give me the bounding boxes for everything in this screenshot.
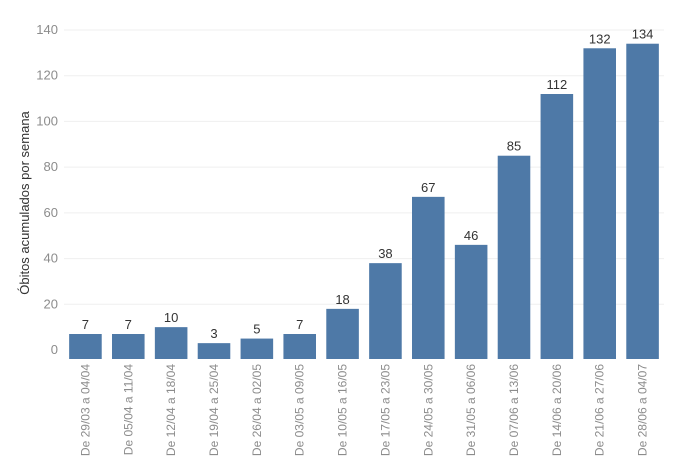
- x-tick-label: De 14/06 a 20/06: [550, 364, 564, 456]
- data-label: 85: [507, 139, 521, 154]
- bar: [154, 327, 188, 359]
- y-tick-label: 120: [36, 68, 58, 83]
- data-label: 10: [164, 310, 178, 325]
- x-tick-label: De 19/04 a 25/04: [207, 364, 221, 456]
- y-tick-label: 100: [36, 113, 58, 128]
- x-tick-label: De 12/04 a 18/04: [164, 364, 178, 456]
- bar: [626, 43, 659, 359]
- bar: [240, 338, 274, 359]
- data-label: 134: [632, 27, 654, 42]
- y-tick-label: 140: [36, 22, 58, 37]
- data-label: 112: [546, 77, 567, 92]
- bar: [326, 308, 359, 359]
- y-axis-ticks: 0 20 40 60 80 100 120 140: [36, 22, 58, 357]
- data-label: 7: [82, 317, 89, 332]
- data-label: 18: [335, 292, 349, 307]
- data-label: 67: [421, 180, 435, 195]
- x-axis-ticks: De 29/03 a 04/04 De 05/04 a 11/04 De 12/04…: [78, 364, 649, 456]
- bar: [540, 94, 574, 359]
- x-tick-label: De 26/04 a 02/05: [250, 364, 264, 456]
- y-axis-title: Óbitos acumulados por semana: [17, 110, 32, 294]
- bars: [69, 43, 659, 360]
- bar: [69, 334, 102, 359]
- bar: [112, 334, 145, 359]
- data-labels: 7 7 10 3 5 7 18 38 67 46 85 112 132 134: [82, 27, 654, 341]
- bar: [369, 263, 402, 359]
- x-tick-label: De 29/03 a 04/04: [78, 364, 92, 456]
- y-tick-label: 20: [44, 296, 58, 311]
- x-tick-label: De 05/04 a 11/04: [121, 364, 135, 456]
- x-tick-label: De 10/05 a 16/05: [336, 364, 350, 456]
- data-label: 46: [464, 228, 478, 243]
- x-tick-label: De 21/06 a 27/06: [593, 364, 607, 456]
- data-label: 38: [378, 246, 392, 261]
- bar: [454, 244, 488, 359]
- bar: [197, 343, 231, 359]
- y-tick-label: 60: [44, 205, 58, 220]
- bar: [283, 334, 316, 359]
- x-tick-label: De 17/05 a 23/05: [378, 364, 392, 456]
- y-tick-label: 40: [44, 251, 58, 266]
- x-tick-label: De 03/05 a 09/05: [293, 364, 307, 456]
- x-tick-label: De 31/05 a 06/06: [464, 364, 478, 456]
- x-tick-label: De 24/05 a 30/05: [421, 364, 435, 456]
- data-label: 3: [210, 326, 217, 341]
- data-label: 7: [125, 317, 132, 332]
- y-tick-label: 80: [44, 159, 58, 174]
- x-tick-label: De 28/06 a 04/07: [636, 364, 650, 456]
- y-tick-label: 0: [51, 342, 58, 357]
- x-tick-label: De 07/06 a 13/06: [507, 364, 521, 456]
- data-label: 5: [253, 322, 260, 337]
- bar: [583, 48, 616, 360]
- grid: [64, 29, 664, 305]
- bar: [497, 155, 531, 359]
- data-label: 132: [589, 31, 611, 46]
- data-label: 7: [296, 317, 303, 332]
- bar: [412, 196, 445, 359]
